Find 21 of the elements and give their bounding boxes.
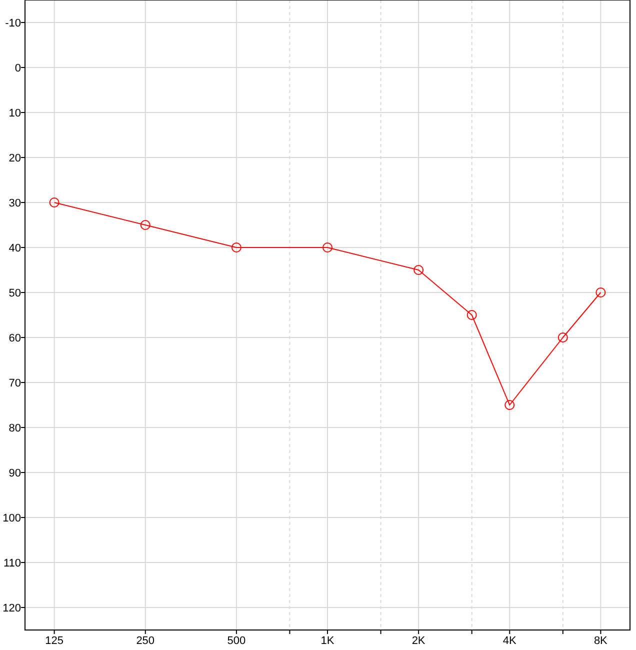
y-tick-label: 70 — [8, 378, 21, 390]
y-tick-label: 0 — [14, 62, 21, 74]
y-tick-label: 100 — [2, 512, 21, 524]
y-tick-label: 60 — [8, 332, 21, 344]
y-tick-label: -10 — [5, 18, 21, 30]
y-tick-label: 40 — [8, 242, 21, 254]
x-tick-label: 500 — [227, 635, 246, 647]
y-tick-label: 120 — [2, 602, 21, 614]
x-tick-label: 8K — [594, 635, 608, 647]
y-tick-label: 90 — [8, 468, 21, 480]
y-tick-label: 80 — [8, 422, 21, 434]
y-tick-label: 50 — [8, 288, 21, 300]
y-tick-label: 110 — [3, 558, 21, 570]
x-tick-label: 250 — [136, 635, 155, 647]
x-tick-label: 4K — [502, 635, 518, 647]
x-tick-label: 1K — [320, 635, 335, 647]
y-tick-label: 10 — [8, 108, 21, 120]
y-tick-label: 20 — [8, 152, 21, 164]
x-tick-label: 2K — [412, 635, 426, 647]
y-tick-label: 30 — [8, 198, 21, 210]
x-tick-label: 125 — [45, 635, 64, 647]
